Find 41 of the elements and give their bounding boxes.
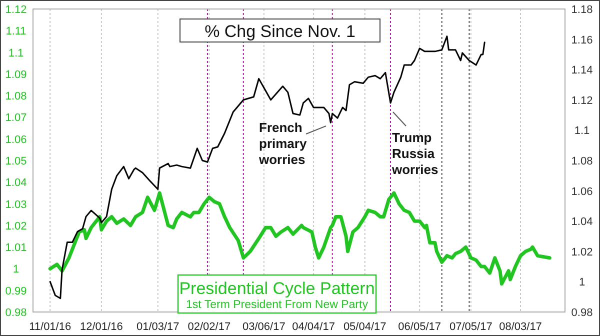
x-tick-label: 07/05/17	[450, 321, 492, 333]
y2-tick-label: 1.06	[571, 186, 593, 198]
y2-tick-label: 1.02	[571, 246, 593, 258]
y-tick-label: 1.06	[5, 134, 27, 146]
y-tick-label: 1.11	[6, 26, 26, 38]
x-tick-label: 04/04/17	[292, 321, 335, 333]
y-tick-label: 1.05	[5, 156, 27, 168]
y2-tick-label: 0.98	[571, 307, 593, 319]
y-tick-label: 1.03	[5, 198, 27, 211]
text: Presidential Cycle Pattern	[179, 279, 375, 298]
y-tick-label: 1.04	[5, 177, 27, 190]
y2-tick-label: 1.14	[571, 64, 593, 77]
x-tick-label: 02/02/17	[188, 321, 231, 333]
y2-tick-label: 1.1	[574, 125, 590, 138]
y2-tick-label: 1.18	[571, 4, 593, 16]
x-tick-label: 12/01/16	[80, 321, 123, 333]
y2-tick-label: 1	[578, 276, 586, 289]
text: % Chg Since Nov. 1	[204, 22, 356, 41]
y-tick-label: 1.09	[5, 68, 27, 81]
y2-tick-label: 1.16	[571, 34, 593, 46]
annotation: French primary worries	[258, 120, 308, 167]
x-tick-label: 05/04/17	[343, 321, 386, 333]
y2-tick-label: 1.08	[571, 156, 593, 168]
y2-tick-label: 1.04	[571, 216, 593, 228]
y-tick-label: 0.99	[5, 285, 27, 298]
x-tick-label: 03/06/17	[242, 321, 286, 333]
y-tick-label: 1.07	[5, 112, 27, 124]
y-tick-label: 0.98	[5, 307, 27, 319]
y-tick-label: 1.01	[5, 242, 27, 254]
annotation: 1st Term President From New Party	[186, 299, 368, 311]
x-tick-label: 11/01/16	[29, 321, 72, 333]
y-tick-label: 1.08	[5, 90, 27, 103]
annotation: Trump Russia worries	[391, 130, 438, 177]
x-tick-label: 08/03/17	[499, 321, 542, 333]
x-tick-label: 06/05/17	[398, 321, 442, 333]
y-tick-label: 1.02	[5, 220, 27, 232]
y2-tick-label: 1.12	[571, 94, 593, 107]
y-tick-label: 1.12	[5, 4, 27, 16]
y-tick-label: 1.1	[8, 47, 24, 60]
y-tick-label: 1	[12, 264, 20, 276]
x-tick-label: 01/03/17	[136, 321, 180, 333]
